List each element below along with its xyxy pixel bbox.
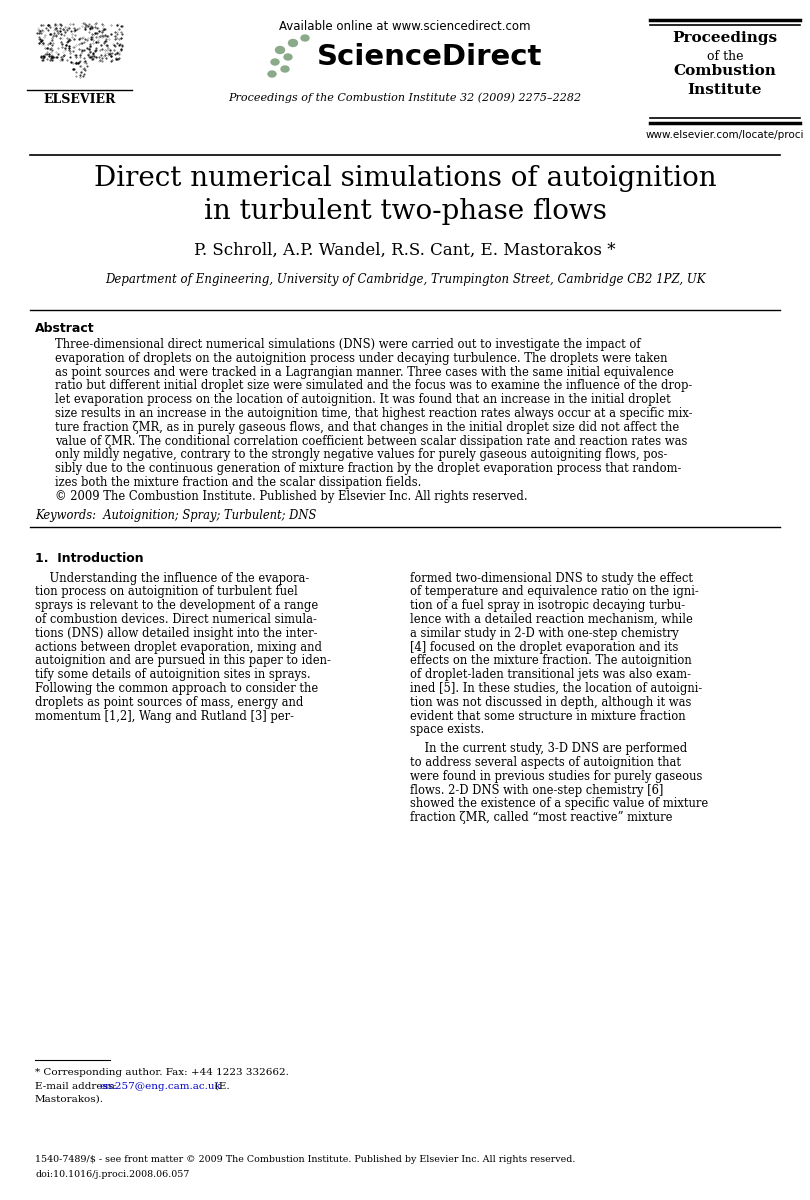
Text: showed the existence of a specific value of mixture: showed the existence of a specific value… xyxy=(410,797,708,810)
Text: actions between droplet evaporation, mixing and: actions between droplet evaporation, mix… xyxy=(35,641,322,654)
Text: ined [5]. In these studies, the location of autoigni-: ined [5]. In these studies, the location… xyxy=(410,682,702,695)
Text: a similar study in 2-D with one-step chemistry: a similar study in 2-D with one-step che… xyxy=(410,626,679,640)
Text: In the current study, 3-D DNS are performed: In the current study, 3-D DNS are perfor… xyxy=(410,742,687,755)
Text: momentum [1,2], Wang and Rutland [3] per-: momentum [1,2], Wang and Rutland [3] per… xyxy=(35,709,294,722)
Text: droplets as point sources of mass, energy and: droplets as point sources of mass, energ… xyxy=(35,696,304,709)
Text: evaporation of droplets on the autoignition process under decaying turbulence. T: evaporation of droplets on the autoignit… xyxy=(55,352,667,365)
Text: Direct numerical simulations of autoignition: Direct numerical simulations of autoigni… xyxy=(94,164,716,192)
Text: P. Schroll, A.P. Wandel, R.S. Cant, E. Mastorakos *: P. Schroll, A.P. Wandel, R.S. Cant, E. M… xyxy=(194,242,616,259)
Text: Keywords:  Autoignition; Spray; Turbulent; DNS: Keywords: Autoignition; Spray; Turbulent… xyxy=(35,509,317,522)
Ellipse shape xyxy=(288,40,297,47)
Text: autoignition and are pursued in this paper to iden-: autoignition and are pursued in this pap… xyxy=(35,654,330,667)
Text: of temperature and equivalence ratio on the igni-: of temperature and equivalence ratio on … xyxy=(410,586,699,599)
Text: were found in previous studies for purely gaseous: were found in previous studies for purel… xyxy=(410,769,702,782)
Text: em257@eng.cam.ac.uk: em257@eng.cam.ac.uk xyxy=(100,1082,222,1091)
Text: lence with a detailed reaction mechanism, while: lence with a detailed reaction mechanism… xyxy=(410,613,693,626)
Text: Institute: Institute xyxy=(688,83,762,97)
Text: Combustion: Combustion xyxy=(674,64,777,78)
Text: [4] focused on the droplet evaporation and its: [4] focused on the droplet evaporation a… xyxy=(410,641,679,654)
Text: effects on the mixture fraction. The autoignition: effects on the mixture fraction. The aut… xyxy=(410,654,692,667)
Text: (E.: (E. xyxy=(205,1082,229,1091)
Text: let evaporation process on the location of autoignition. It was found that an in: let evaporation process on the location … xyxy=(55,394,671,406)
Text: flows. 2-D DNS with one-step chemistry [6]: flows. 2-D DNS with one-step chemistry [… xyxy=(410,784,663,797)
Text: tion process on autoignition of turbulent fuel: tion process on autoignition of turbulen… xyxy=(35,586,298,599)
Ellipse shape xyxy=(275,47,284,54)
Text: in turbulent two-phase flows: in turbulent two-phase flows xyxy=(203,198,607,226)
Text: ScienceDirect: ScienceDirect xyxy=(318,43,543,71)
Text: size results in an increase in the autoignition time, that highest reaction rate: size results in an increase in the autoi… xyxy=(55,407,693,420)
Text: tion was not discussed in depth, although it was: tion was not discussed in depth, althoug… xyxy=(410,696,692,709)
Text: E-mail address:: E-mail address: xyxy=(35,1082,126,1091)
Text: tion of a fuel spray in isotropic decaying turbu-: tion of a fuel spray in isotropic decayi… xyxy=(410,599,685,612)
Text: tions (DNS) allow detailed insight into the inter-: tions (DNS) allow detailed insight into … xyxy=(35,626,318,640)
Text: Department of Engineering, University of Cambridge, Trumpington Street, Cambridg: Department of Engineering, University of… xyxy=(104,272,706,286)
Text: izes both the mixture fraction and the scalar dissipation fields.: izes both the mixture fraction and the s… xyxy=(55,476,421,490)
Text: Following the common approach to consider the: Following the common approach to conside… xyxy=(35,682,318,695)
Ellipse shape xyxy=(268,71,276,77)
Text: Understanding the influence of the evapora-: Understanding the influence of the evapo… xyxy=(35,571,309,584)
Text: value of ζMR. The conditional correlation coefficient between scalar dissipation: value of ζMR. The conditional correlatio… xyxy=(55,434,688,448)
Ellipse shape xyxy=(281,66,289,72)
Text: formed two-dimensional DNS to study the effect: formed two-dimensional DNS to study the … xyxy=(410,571,693,584)
Text: Mastorakos).: Mastorakos). xyxy=(35,1094,104,1104)
Ellipse shape xyxy=(284,54,292,60)
Text: to address several aspects of autoignition that: to address several aspects of autoigniti… xyxy=(410,756,681,769)
Ellipse shape xyxy=(271,59,279,65)
Text: sibly due to the continuous generation of mixture fraction by the droplet evapor: sibly due to the continuous generation o… xyxy=(55,462,681,475)
Text: 1.  Introduction: 1. Introduction xyxy=(35,552,143,565)
Text: sprays is relevant to the development of a range: sprays is relevant to the development of… xyxy=(35,599,318,612)
Text: 1540-7489/$ - see front matter © 2009 The Combustion Institute. Published by Els: 1540-7489/$ - see front matter © 2009 Th… xyxy=(35,1154,575,1164)
Text: doi:10.1016/j.proci.2008.06.057: doi:10.1016/j.proci.2008.06.057 xyxy=(35,1170,190,1178)
Text: as point sources and were tracked in a Lagrangian manner. Three cases with the s: as point sources and were tracked in a L… xyxy=(55,366,674,379)
Text: of droplet-laden transitional jets was also exam-: of droplet-laden transitional jets was a… xyxy=(410,668,691,682)
Text: ELSEVIER: ELSEVIER xyxy=(43,92,116,106)
Text: fraction ζMR, called “most reactive” mixture: fraction ζMR, called “most reactive” mix… xyxy=(410,811,672,824)
Text: evident that some structure in mixture fraction: evident that some structure in mixture f… xyxy=(410,709,685,722)
Text: tify some details of autoignition sites in sprays.: tify some details of autoignition sites … xyxy=(35,668,310,682)
Text: of the: of the xyxy=(707,50,744,62)
Text: ture fraction ζMR, as in purely gaseous flows, and that changes in the initial d: ture fraction ζMR, as in purely gaseous … xyxy=(55,421,680,434)
Text: Abstract: Abstract xyxy=(35,322,95,335)
Text: of combustion devices. Direct numerical simula-: of combustion devices. Direct numerical … xyxy=(35,613,317,626)
Text: * Corresponding author. Fax: +44 1223 332662.: * Corresponding author. Fax: +44 1223 33… xyxy=(35,1068,289,1078)
Text: www.elsevier.com/locate/proci: www.elsevier.com/locate/proci xyxy=(646,130,804,140)
Text: space exists.: space exists. xyxy=(410,724,484,737)
Text: Proceedings of the Combustion Institute 32 (2009) 2275–2282: Proceedings of the Combustion Institute … xyxy=(228,92,582,102)
Text: ratio but different initial droplet size were simulated and the focus was to exa: ratio but different initial droplet size… xyxy=(55,379,693,392)
Text: only mildly negative, contrary to the strongly negative values for purely gaseou: only mildly negative, contrary to the st… xyxy=(55,449,667,462)
Text: Three-dimensional direct numerical simulations (DNS) were carried out to investi: Three-dimensional direct numerical simul… xyxy=(55,338,641,350)
Text: Proceedings: Proceedings xyxy=(672,31,778,44)
Text: Available online at www.sciencedirect.com: Available online at www.sciencedirect.co… xyxy=(279,20,531,32)
Text: © 2009 The Combustion Institute. Published by Elsevier Inc. All rights reserved.: © 2009 The Combustion Institute. Publish… xyxy=(55,490,527,503)
Ellipse shape xyxy=(301,35,309,41)
